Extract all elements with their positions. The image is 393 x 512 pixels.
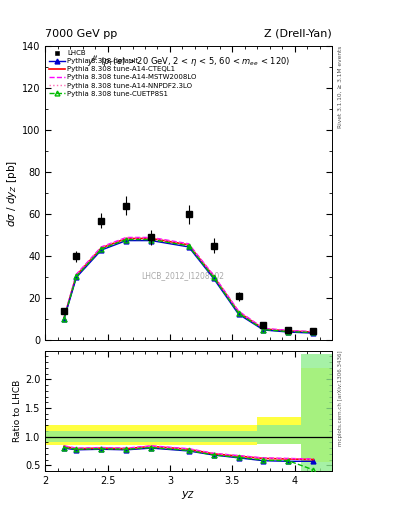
Line: Pythia 8.308 tune-CUETP8S1: Pythia 8.308 tune-CUETP8S1	[61, 237, 316, 335]
Text: $y^{\ell\ell}$ ($p_T(e)$ > 20 GeV, 2 < $\eta$ < 5, 60 < $m_{ee}$ < 120): $y^{\ell\ell}$ ($p_T(e)$ > 20 GeV, 2 < $…	[87, 55, 290, 69]
Pythia 8.308 tune-CUETP8S1	[62, 316, 66, 322]
Text: mcplots.cern.ch [arXiv:1306.3436]: mcplots.cern.ch [arXiv:1306.3436]	[338, 351, 343, 446]
Pythia 8.308 tune-A14-NNPDF2.3LO	[74, 272, 79, 278]
Text: Z (Drell-Yan): Z (Drell-Yan)	[264, 29, 332, 39]
Pythia 8.308 tune-CUETP8S1	[236, 310, 241, 316]
Pythia 8.308 tune-A14-NNPDF2.3LO	[62, 315, 66, 321]
Pythia 8.308 tune-A14-NNPDF2.3LO	[286, 328, 291, 334]
Pythia 8.308 default	[311, 330, 316, 336]
Pythia 8.308 tune-A14-MSTW2008LO	[74, 271, 79, 278]
Pythia 8.308 tune-A14-MSTW2008LO	[236, 308, 241, 314]
Pythia 8.308 tune-CUETP8S1	[149, 237, 154, 243]
Pythia 8.308 tune-CUETP8S1	[99, 246, 104, 252]
Pythia 8.308 tune-A14-NNPDF2.3LO	[311, 329, 316, 335]
Pythia 8.308 tune-A14-MSTW2008LO	[261, 325, 266, 331]
Pythia 8.308 tune-A14-CTEQL1	[99, 245, 104, 251]
Text: Rivet 3.1.10, ≥ 3.1M events: Rivet 3.1.10, ≥ 3.1M events	[338, 46, 343, 129]
Pythia 8.308 tune-A14-MSTW2008LO	[186, 241, 191, 247]
Pythia 8.308 tune-CUETP8S1	[186, 243, 191, 249]
Line: Pythia 8.308 tune-A14-MSTW2008LO: Pythia 8.308 tune-A14-MSTW2008LO	[64, 238, 313, 332]
Pythia 8.308 tune-CUETP8S1	[74, 273, 79, 280]
Pythia 8.308 tune-A14-CTEQL1	[211, 273, 216, 280]
Pythia 8.308 tune-A14-NNPDF2.3LO	[124, 235, 129, 241]
Line: Pythia 8.308 tune-A14-CTEQL1: Pythia 8.308 tune-A14-CTEQL1	[64, 239, 313, 332]
Pythia 8.308 default	[99, 247, 104, 253]
Pythia 8.308 tune-CUETP8S1	[311, 329, 316, 335]
Pythia 8.308 default	[261, 327, 266, 333]
Line: Pythia 8.308 tune-A14-NNPDF2.3LO: Pythia 8.308 tune-A14-NNPDF2.3LO	[64, 238, 313, 332]
Pythia 8.308 tune-CUETP8S1	[124, 237, 129, 243]
Pythia 8.308 tune-A14-CTEQL1	[124, 236, 129, 242]
Pythia 8.308 tune-A14-CTEQL1	[186, 242, 191, 248]
Pythia 8.308 tune-A14-MSTW2008LO	[99, 244, 104, 250]
Pythia 8.308 tune-A14-MSTW2008LO	[286, 327, 291, 333]
Pythia 8.308 default	[211, 275, 216, 282]
Pythia 8.308 tune-A14-MSTW2008LO	[311, 329, 316, 335]
Pythia 8.308 tune-A14-CTEQL1	[236, 309, 241, 315]
X-axis label: $y_Z$: $y_Z$	[182, 488, 196, 501]
Legend: LHCB, Pythia 8.308 default, Pythia 8.308 tune-A14-CTEQL1, Pythia 8.308 tune-A14-: LHCB, Pythia 8.308 default, Pythia 8.308…	[49, 50, 198, 97]
Pythia 8.308 tune-A14-MSTW2008LO	[211, 272, 216, 279]
Pythia 8.308 tune-A14-CTEQL1	[261, 326, 266, 332]
Pythia 8.308 tune-CUETP8S1	[261, 327, 266, 333]
Pythia 8.308 default	[149, 238, 154, 244]
Line: Pythia 8.308 default: Pythia 8.308 default	[61, 238, 316, 335]
Pythia 8.308 tune-A14-NNPDF2.3LO	[261, 326, 266, 332]
Pythia 8.308 default	[62, 316, 66, 323]
Pythia 8.308 tune-A14-NNPDF2.3LO	[99, 244, 104, 250]
Text: 7000 GeV pp: 7000 GeV pp	[45, 29, 118, 39]
Pythia 8.308 default	[236, 311, 241, 317]
Pythia 8.308 default	[124, 238, 129, 244]
Pythia 8.308 tune-A14-NNPDF2.3LO	[149, 235, 154, 241]
Pythia 8.308 default	[186, 244, 191, 250]
Pythia 8.308 default	[286, 329, 291, 335]
Pythia 8.308 tune-A14-NNPDF2.3LO	[186, 241, 191, 247]
Pythia 8.308 tune-CUETP8S1	[286, 329, 291, 335]
Pythia 8.308 tune-A14-CTEQL1	[311, 329, 316, 335]
Pythia 8.308 tune-A14-MSTW2008LO	[62, 315, 66, 321]
Text: LHCB_2012_I1208102: LHCB_2012_I1208102	[141, 271, 224, 280]
Pythia 8.308 tune-A14-CTEQL1	[286, 328, 291, 334]
Pythia 8.308 tune-A14-CTEQL1	[149, 236, 154, 242]
Pythia 8.308 tune-A14-CTEQL1	[74, 272, 79, 279]
Pythia 8.308 tune-CUETP8S1	[211, 274, 216, 281]
Y-axis label: $d\sigma$ / $dy_Z$ [pb]: $d\sigma$ / $dy_Z$ [pb]	[5, 160, 19, 227]
Pythia 8.308 tune-A14-NNPDF2.3LO	[211, 273, 216, 279]
Pythia 8.308 tune-A14-CTEQL1	[62, 315, 66, 322]
Y-axis label: Ratio to LHCB: Ratio to LHCB	[13, 380, 22, 442]
Pythia 8.308 tune-A14-MSTW2008LO	[149, 234, 154, 241]
Pythia 8.308 tune-A14-MSTW2008LO	[124, 234, 129, 241]
Pythia 8.308 tune-A14-NNPDF2.3LO	[236, 309, 241, 315]
Pythia 8.308 default	[74, 274, 79, 281]
